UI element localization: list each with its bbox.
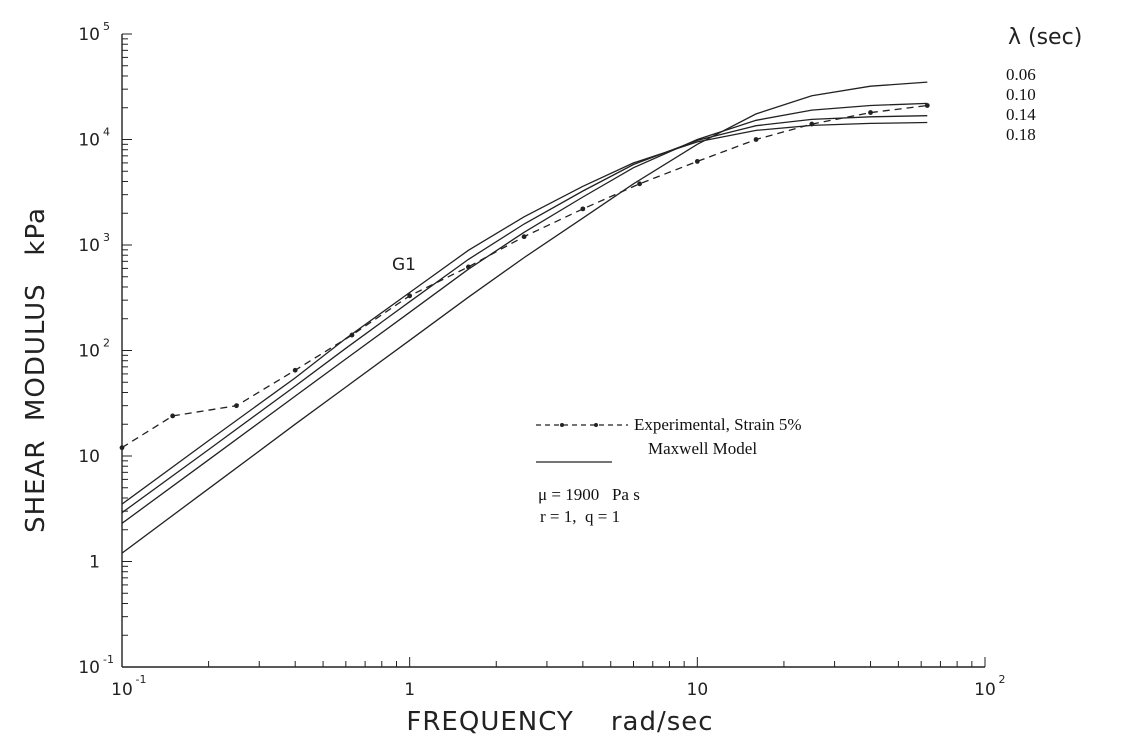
y-tick-label: 10 (78, 342, 100, 362)
legend-model-label: Maxwell Model (648, 439, 757, 458)
lambda-value: 0.14 (1006, 105, 1036, 124)
lambda-value: 0.10 (1006, 85, 1036, 104)
series-group (119, 81, 930, 554)
maxwell-model-line-4 (121, 81, 928, 554)
y-tick-label: 1 (89, 553, 100, 573)
y-tick-exponent: 2 (103, 337, 110, 350)
x-tick-label: 10 (687, 680, 709, 700)
y-tick-label: 10 (78, 447, 100, 467)
x-tick-label: 1 (404, 680, 415, 700)
experimental-data-point (924, 103, 930, 108)
y-tick-label: 10 (78, 25, 100, 45)
legend-experimental-marker (560, 423, 564, 427)
y-tick-exponent: -1 (103, 653, 114, 666)
x-tick-label: 10 (111, 680, 133, 700)
x-tick-label: 10 (974, 680, 996, 700)
experimental-data-point (580, 206, 586, 212)
experimental-data-point (119, 445, 125, 451)
legend-experimental-marker (594, 423, 598, 427)
experimental-data-point (521, 234, 527, 240)
curve-label-g1: G1 (392, 255, 416, 275)
y-axis-title: SHEAR MODULUS kPa (21, 207, 51, 533)
experimental-data-point (868, 110, 873, 115)
experimental-data-point (170, 413, 176, 419)
lambda-title: λ (sec) (1008, 25, 1082, 50)
x-tick-exponent: -1 (136, 673, 147, 686)
maxwell-model-line-2 (121, 115, 928, 514)
experimental-data-point (292, 367, 298, 373)
experimental-data-point (753, 137, 759, 142)
experimental-series-line (121, 104, 928, 449)
params-line-2: r = 1, q = 1 (540, 507, 620, 526)
y-tick-exponent: 3 (103, 231, 110, 244)
maxwell-model-line-1 (121, 121, 928, 505)
experimental-data-point (637, 181, 643, 187)
legend-experimental-label: Experimental, Strain 5% (634, 415, 802, 434)
y-tick-label: 10 (78, 236, 100, 256)
y-tick-exponent: 4 (103, 126, 110, 139)
maxwell-model-line-3 (121, 102, 928, 524)
y-tick-exponent: 5 (103, 20, 110, 33)
y-tick-label: 10 (78, 658, 100, 678)
x-axis-ticks: 10-11 10 102 (111, 657, 1006, 700)
axes (121, 34, 985, 668)
experimental-data-point (407, 293, 413, 299)
lambda-value: 0.06 (1006, 65, 1036, 84)
legend: Experimental, Strain 5% Maxwell Model μ … (536, 415, 802, 526)
x-axis-title: FREQUENCY rad/sec (406, 707, 713, 737)
lambda-values: 0.060.100.140.18 (1006, 65, 1036, 144)
x-tick-exponent: 2 (999, 673, 1006, 686)
lambda-value: 0.18 (1006, 125, 1036, 144)
params-line-1: μ = 1900 Pa s (538, 485, 640, 504)
y-tick-label: 10 (78, 131, 100, 151)
experimental-data-point (234, 403, 239, 409)
experimental-data-point (694, 159, 700, 164)
